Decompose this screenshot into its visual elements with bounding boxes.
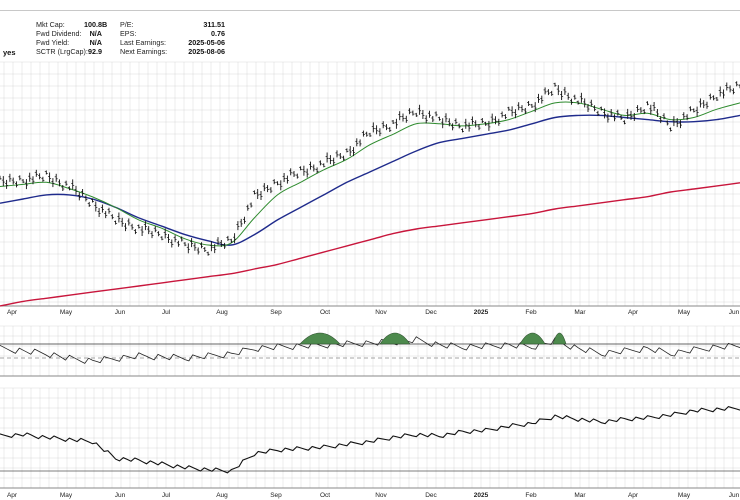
axis-tick-label-top: Sep: [270, 309, 282, 316]
series-relative-strength: [0, 405, 740, 474]
axis-tick-label-top: Aug: [216, 309, 228, 316]
stat-value: N/A: [89, 38, 102, 47]
axis-tick-label-bottom: Apr: [628, 492, 639, 499]
axis-tick-label-top: May: [678, 309, 691, 316]
axis-tick-label-bottom: Apr: [7, 492, 18, 499]
stat-pe: P/E: 311.51: [120, 20, 225, 29]
series-ma-long: [0, 182, 740, 307]
stat-value: 0.76: [211, 29, 225, 38]
axis-tick-label-bottom: Nov: [375, 492, 387, 499]
momentum-overbought-fill: [519, 332, 546, 345]
header-divider: [0, 10, 740, 11]
stat-value: N/A: [89, 29, 102, 38]
stat-value: 2025-05-06: [188, 38, 225, 47]
stat-label: Fwd Dividend:: [36, 29, 82, 38]
axis-tick-label-bottom: May: [678, 492, 691, 499]
axis-tick-label-bottom: Feb: [525, 492, 537, 499]
stat-market-cap: Mkt Cap: 100.8B: [36, 20, 108, 29]
axis-tick-label-top: Jun: [729, 309, 740, 316]
axis-tick-label-top: Jun: [115, 309, 126, 316]
stat-value: 311.51: [203, 20, 225, 29]
axis-tick-label-top: Apr: [7, 309, 18, 316]
stat-eps: EPS: 0.76: [120, 29, 225, 38]
stat-value: 2025-08-06: [188, 47, 225, 56]
axis-tick-label-top: Apr: [628, 309, 639, 316]
axis-tick-label-bottom: Jul: [162, 492, 171, 499]
stat-fwd-yield: Fwd Yield: N/A: [36, 38, 102, 47]
axis-tick-label-bottom: Jun: [115, 492, 126, 499]
axis-tick-label-top: Jul: [162, 309, 171, 316]
stat-value: 100.8B: [84, 20, 108, 29]
stat-next-earnings: Next Earnings: 2025-08-06: [120, 47, 225, 56]
stat-label: Mkt Cap:: [36, 20, 65, 29]
series-momentum: [0, 336, 740, 364]
stat-last-earnings: Last Earnings: 2025-05-06: [120, 38, 225, 47]
stat-label: Next Earnings:: [120, 47, 168, 56]
stat-value: 92.9: [88, 47, 102, 56]
momentum-overbought-fill: [379, 332, 411, 345]
axis-tick-label-bottom: Dec: [425, 492, 437, 499]
axis-tick-label-top: Oct: [320, 309, 330, 316]
stat-sctr: SCTR (LrgCap): 92.9: [36, 47, 102, 56]
axis-tick-label-top: Nov: [375, 309, 387, 316]
stat-fwd-dividend: Fwd Dividend: N/A: [36, 29, 102, 38]
stat-label: EPS:: [120, 29, 137, 38]
axis-tick-label-top: Feb: [525, 309, 537, 316]
axis-tick-label-bottom: Mar: [574, 492, 586, 499]
series-ma-short: [0, 101, 740, 247]
stat-label: SCTR (LrgCap):: [36, 47, 88, 56]
axis-tick-label-bottom: 2025: [474, 492, 489, 499]
stat-label: Last Earnings:: [120, 38, 166, 47]
axis-tick-label-bottom: May: [60, 492, 73, 499]
fundamentals-panel-right: P/E: 311.51 EPS: 0.76 Last Earnings: 202…: [120, 20, 225, 56]
axis-tick-label-top: Mar: [574, 309, 586, 316]
stat-label: Fwd Yield:: [36, 38, 70, 47]
fundamentals-panel-left: Mkt Cap: 100.8B Fwd Dividend: N/A Fwd Yi…: [36, 20, 108, 56]
axis-tick-label-bottom: Aug: [216, 492, 228, 499]
axis-tick-label-top: Dec: [425, 309, 437, 316]
series-ma-mid: [0, 114, 740, 246]
momentum-overbought-fill: [299, 332, 341, 345]
momentum-overbought-fill: [552, 332, 567, 345]
axis-tick-label-bottom: Oct: [320, 492, 330, 499]
axis-tick-label-top: May: [60, 309, 73, 316]
axis-tick-label-top: 2025: [474, 309, 489, 316]
stat-flag: yes: [3, 48, 16, 57]
stat-label: P/E:: [120, 20, 134, 29]
axis-tick-label-bottom: Sep: [270, 492, 282, 499]
axis-tick-label-bottom: Jun: [729, 492, 740, 499]
